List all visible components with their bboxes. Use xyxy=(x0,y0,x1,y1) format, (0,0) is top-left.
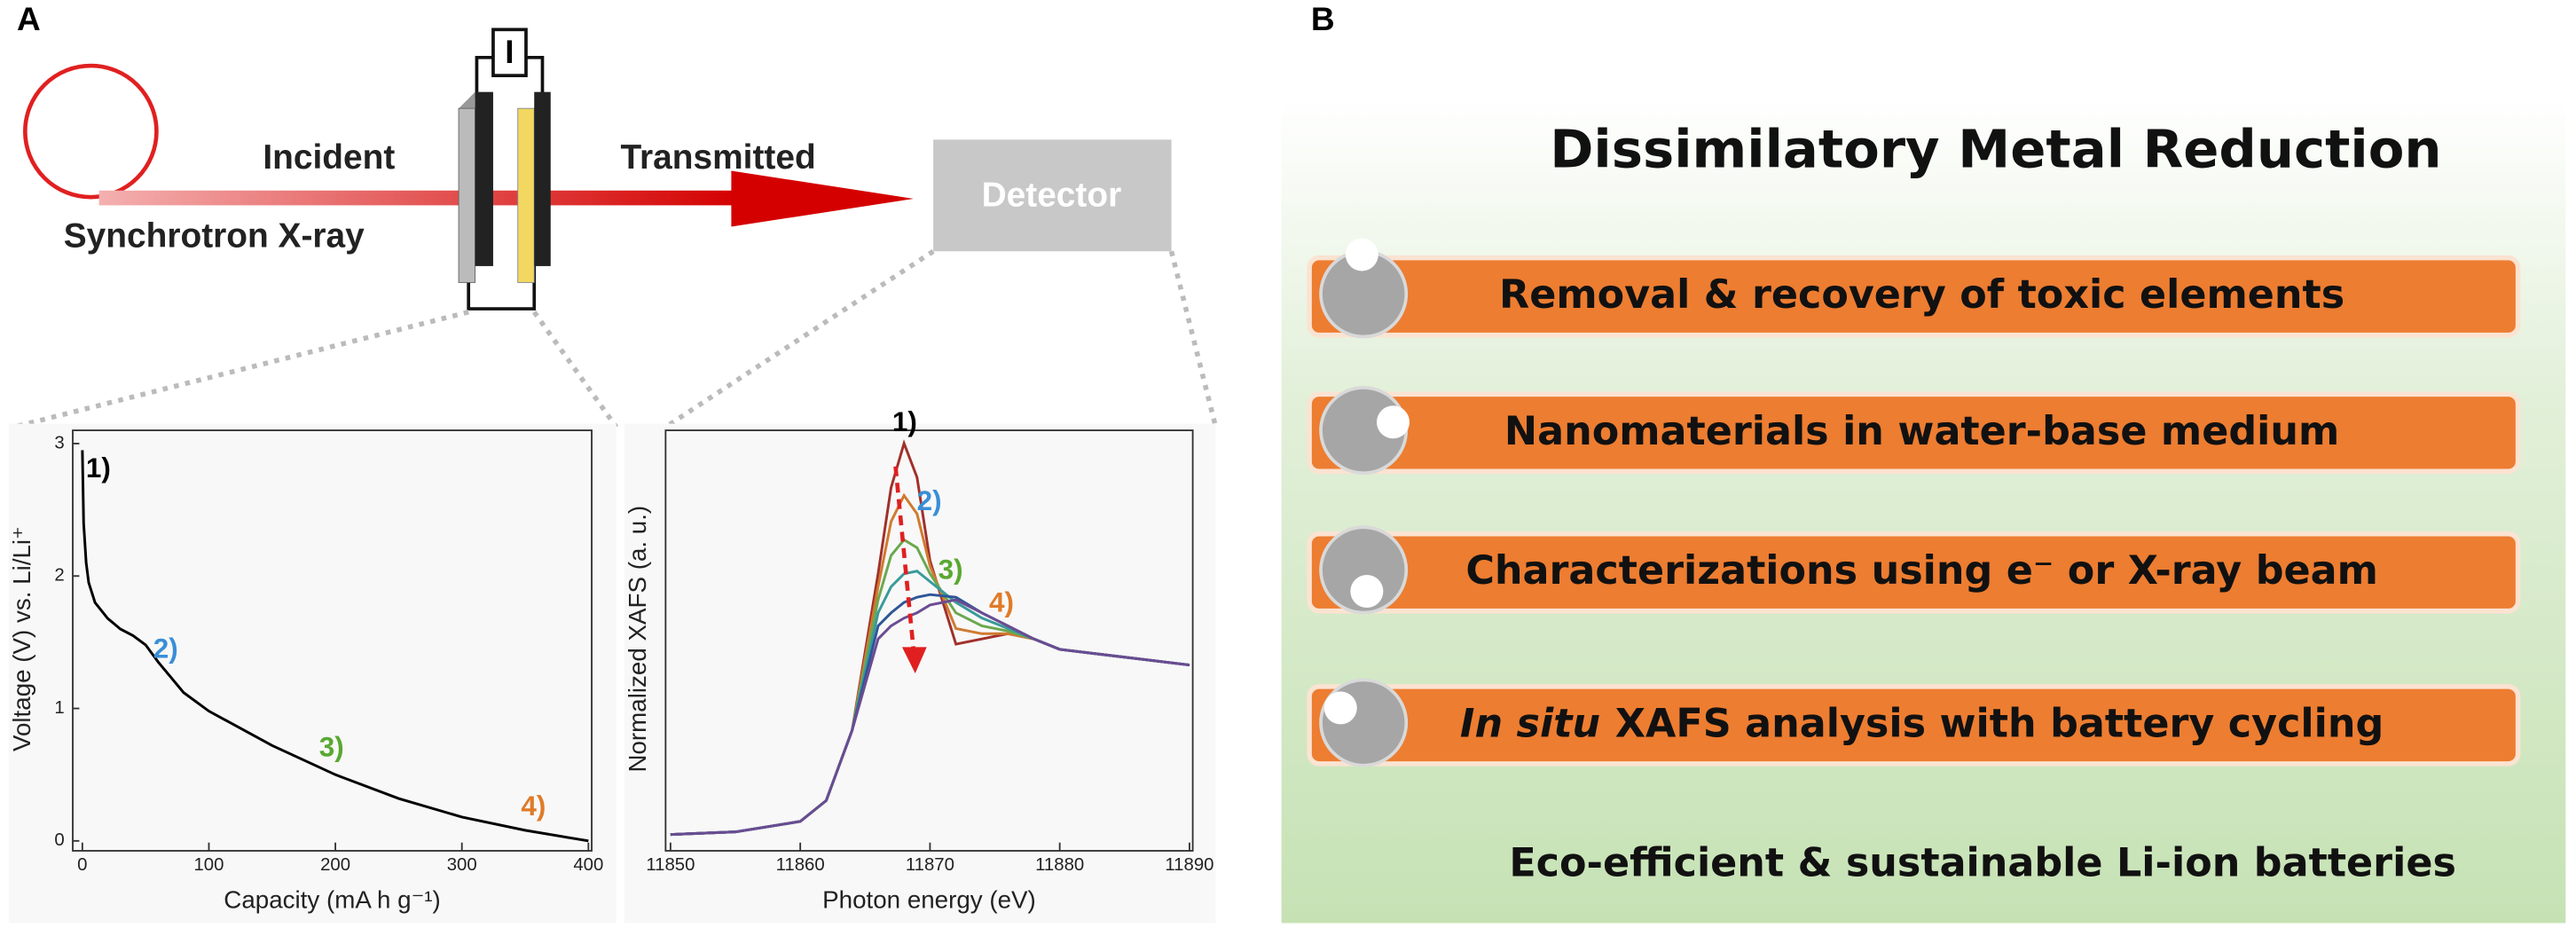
annotation: 4) xyxy=(989,587,1014,618)
annotation: 3) xyxy=(319,732,344,763)
item-bullet-dot xyxy=(1350,574,1384,608)
item-bar xyxy=(1307,684,2521,767)
trend-arrow xyxy=(893,466,916,651)
x-axis-label: Capacity (mA h g⁻¹) xyxy=(224,886,440,914)
synchrotron-ring xyxy=(23,63,159,200)
trend-arrow-head xyxy=(901,647,927,674)
x-tick-label: 11870 xyxy=(906,855,954,875)
panel-b-background xyxy=(1281,98,2566,924)
chart-background xyxy=(624,423,1216,924)
source-label: Synchrotron X-ray xyxy=(64,217,365,256)
chart-background xyxy=(8,423,617,924)
item-text-main: XAFS analysis with battery cycling xyxy=(1615,701,2384,746)
panel-b-title: Dissimilatory Metal Reduction xyxy=(1550,118,2441,179)
x-tick-label: 11890 xyxy=(1165,855,1213,875)
y-axis-label: Normalized XAFS (a. u.) xyxy=(624,506,651,773)
incident-label: Incident xyxy=(263,138,395,177)
x-tick-label: 11850 xyxy=(646,855,695,875)
annotation: 3) xyxy=(939,554,963,586)
item-text-italic: In situ xyxy=(1460,701,1600,746)
item-bullet-dot xyxy=(1376,405,1410,439)
cell xyxy=(458,28,551,311)
item-bullet-dot xyxy=(1345,238,1378,271)
detector-label: Detector xyxy=(982,176,1122,214)
item-text: Characterizations using e⁻ or X-ray beam xyxy=(1465,548,2378,594)
annotation: 1) xyxy=(86,452,111,484)
x-tick-label: 300 xyxy=(447,855,477,875)
panel-b-footer: Eco-efficient & sustainable Li-ion batte… xyxy=(1509,841,2456,886)
item-bar xyxy=(1307,531,2521,614)
beam xyxy=(98,190,740,206)
plot-frame xyxy=(72,429,593,852)
y-tick-label: 2 xyxy=(54,566,64,586)
item-bullet-dot xyxy=(1323,691,1357,725)
annotation: 4) xyxy=(521,790,546,822)
y-tick-label: 3 xyxy=(54,433,64,452)
x-tick-label: 400 xyxy=(573,855,603,875)
y-axis-label: Voltage (V) vs. Li/Li⁺ xyxy=(8,526,35,751)
panel-label: B xyxy=(1311,0,1335,37)
panel-label: A xyxy=(17,0,41,37)
annotation: 1) xyxy=(892,406,917,437)
x-tick-label: 0 xyxy=(77,855,87,875)
annotation: 2) xyxy=(917,485,942,516)
x-tick-label: 11860 xyxy=(776,855,825,875)
item-bullet xyxy=(1319,525,1409,615)
y-tick-label: 0 xyxy=(54,830,64,850)
x-tick-label: 200 xyxy=(320,855,350,875)
item-bar xyxy=(1307,391,2521,475)
meter-label: I xyxy=(505,33,514,70)
beam-head xyxy=(731,170,914,227)
transmitted-label: Transmitted xyxy=(620,138,815,177)
annotation: 2) xyxy=(153,633,178,664)
data-line xyxy=(670,598,1190,837)
x-axis-label: Photon energy (eV) xyxy=(822,886,1036,914)
detector xyxy=(933,139,1172,252)
data-line xyxy=(81,450,589,843)
item-text: In situ XAFS analysis with battery cyclin… xyxy=(1460,701,2384,746)
item-text-main: Characterizations using e⁻ or X-ray beam xyxy=(1465,548,2378,594)
y-tick-label: 1 xyxy=(54,698,64,718)
x-tick-label: 11880 xyxy=(1035,855,1084,875)
zoom-lines xyxy=(12,248,1219,430)
item-text-main: Nanomaterials in water-base medium xyxy=(1504,409,2339,454)
x-tick-label: 100 xyxy=(193,855,224,875)
item-text: Removal & recovery of toxic elements xyxy=(1499,272,2344,318)
item-text: Nanomaterials in water-base medium xyxy=(1504,409,2339,454)
item-bar xyxy=(1307,255,2521,338)
item-text-main: Removal & recovery of toxic elements xyxy=(1499,272,2344,318)
